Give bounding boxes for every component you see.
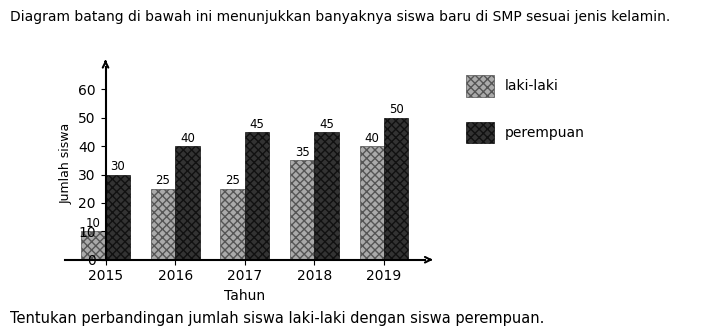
Text: 30: 30 <box>110 160 125 173</box>
Bar <box>384 118 408 260</box>
Text: 40: 40 <box>180 132 195 145</box>
Bar <box>220 189 245 260</box>
Bar <box>245 132 269 260</box>
Bar <box>315 132 339 260</box>
X-axis label: Tahun: Tahun <box>224 289 266 303</box>
Bar <box>360 146 384 260</box>
Text: 10: 10 <box>86 217 101 230</box>
Bar <box>290 160 315 260</box>
Bar <box>175 146 199 260</box>
Text: Diagram batang di bawah ini menunjukkan banyaknya siswa baru di SMP sesuai jenis: Diagram batang di bawah ini menunjukkan … <box>10 10 670 24</box>
Text: 25: 25 <box>156 174 171 187</box>
Text: 45: 45 <box>250 118 264 131</box>
Text: 45: 45 <box>319 118 334 131</box>
Text: 40: 40 <box>364 132 379 145</box>
Y-axis label: Jumlah siswa: Jumlah siswa <box>60 123 73 204</box>
Text: Tentukan perbandingan jumlah siswa laki-laki dengan siswa perempuan.: Tentukan perbandingan jumlah siswa laki-… <box>10 311 544 326</box>
Bar <box>150 189 175 260</box>
Legend: laki-laki, perempuan: laki-laki, perempuan <box>461 70 590 149</box>
Text: 25: 25 <box>225 174 240 187</box>
Text: 35: 35 <box>295 146 310 159</box>
Bar <box>81 231 106 260</box>
Text: 50: 50 <box>389 103 404 116</box>
Bar <box>106 174 130 260</box>
